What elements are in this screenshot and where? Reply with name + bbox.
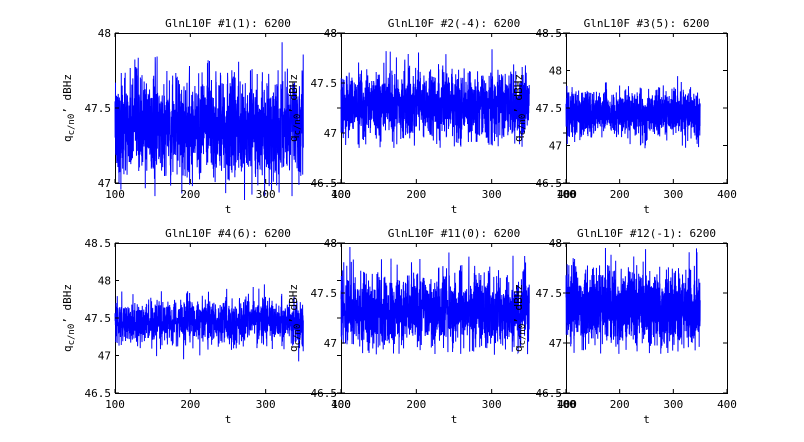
y-tick-label: 47 xyxy=(324,127,337,140)
y-tick-label: 47 xyxy=(98,177,111,190)
x-tick-label: 200 xyxy=(610,188,630,201)
y-tick-label: 48.5 xyxy=(536,27,563,40)
y-axis-label: qc/n0’ dBHz xyxy=(287,284,303,352)
y-tick-label: 46.5 xyxy=(85,387,112,400)
x-tick-label: 300 xyxy=(482,398,502,411)
y-tick-label: 47.5 xyxy=(311,287,338,300)
x-axis-label: t xyxy=(451,203,458,216)
x-tick-label: 400 xyxy=(557,398,577,411)
x-tick-label: 100 xyxy=(556,188,576,201)
x-tick-label: 100 xyxy=(331,188,351,201)
x-tick-label: 400 xyxy=(557,188,577,201)
x-tick-label: 100 xyxy=(331,398,351,411)
subplot-title: GlnL10F #3(5): 6200 xyxy=(584,17,710,30)
series-line xyxy=(565,76,701,149)
y-tick-label: 47.5 xyxy=(85,102,112,115)
subplot-1: 100 200 300 400 47 47.5 48 GlnL10F #1(1): 6200 t… xyxy=(61,17,351,216)
x-tick-label: 400 xyxy=(717,188,737,201)
series-line xyxy=(114,42,304,200)
y-axis-label: qc/n0’ dBHz xyxy=(512,74,528,142)
x-tick-label: 200 xyxy=(180,188,200,201)
series-line xyxy=(340,49,530,148)
x-axis-label: t xyxy=(225,413,232,426)
y-axis-label: qc/n0’ dBHz xyxy=(512,284,528,352)
x-axis-label: t xyxy=(643,413,650,426)
x-tick-label: 400 xyxy=(331,188,351,201)
x-tick-label: 300 xyxy=(256,398,276,411)
x-tick-label: 300 xyxy=(256,188,276,201)
x-axis-label: t xyxy=(643,203,650,216)
x-tick-label: 300 xyxy=(482,188,502,201)
x-tick-label: 200 xyxy=(610,398,630,411)
subplot-title: GlnL10F #2(-4): 6200 xyxy=(388,17,520,30)
y-tick-label: 47 xyxy=(549,337,562,350)
x-tick-label: 200 xyxy=(406,188,426,201)
y-tick-label: 48 xyxy=(98,27,111,40)
y-tick-label: 47.5 xyxy=(85,312,112,325)
y-tick-label: 47.5 xyxy=(536,102,563,115)
series-line xyxy=(565,248,701,354)
y-tick-label: 47 xyxy=(549,140,562,153)
subplot-title: GlnL10F #12(-1): 6200 xyxy=(577,227,716,240)
y-tick-label: 48 xyxy=(549,237,562,250)
x-tick-label: 200 xyxy=(406,398,426,411)
y-tick-label: 48 xyxy=(549,65,562,78)
x-tick-label: 400 xyxy=(717,398,737,411)
x-tick-label: 300 xyxy=(663,188,683,201)
y-axis-label: qc/n0’ dBHz xyxy=(61,74,77,142)
y-tick-label: 48 xyxy=(324,27,337,40)
y-tick-label: 48 xyxy=(324,237,337,250)
x-tick-label: 100 xyxy=(105,188,125,201)
subplot-title: GlnL10F #1(1): 6200 xyxy=(165,17,291,30)
series-line xyxy=(340,247,530,355)
x-tick-label: 400 xyxy=(331,398,351,411)
y-tick-label: 48.5 xyxy=(85,237,112,250)
x-tick-label: 300 xyxy=(663,398,683,411)
y-tick-label: 47 xyxy=(324,337,337,350)
x-tick-label: 100 xyxy=(556,398,576,411)
y-tick-label: 47.5 xyxy=(311,77,338,90)
subplot-title: GlnL10F #11(0): 6200 xyxy=(388,227,520,240)
x-axis-label: t xyxy=(225,203,232,216)
y-tick-label: 47.5 xyxy=(536,287,563,300)
y-tick-label: 47 xyxy=(98,350,111,363)
y-tick-label: 46.5 xyxy=(311,177,338,190)
y-tick-label: 46.5 xyxy=(311,387,338,400)
y-tick-label: 46.5 xyxy=(536,387,563,400)
y-tick-label: 48 xyxy=(98,275,111,288)
series-line xyxy=(114,284,304,362)
y-axis-label: qc/n0’ dBHz xyxy=(61,284,77,352)
y-axis-label: qc/n0’ dBHz xyxy=(287,74,303,142)
x-tick-label: 100 xyxy=(105,398,125,411)
x-tick-label: 200 xyxy=(180,398,200,411)
subplot-title: GlnL10F #4(6): 6200 xyxy=(165,227,291,240)
y-tick-label: 46.5 xyxy=(536,177,563,190)
x-axis-label: t xyxy=(451,413,458,426)
